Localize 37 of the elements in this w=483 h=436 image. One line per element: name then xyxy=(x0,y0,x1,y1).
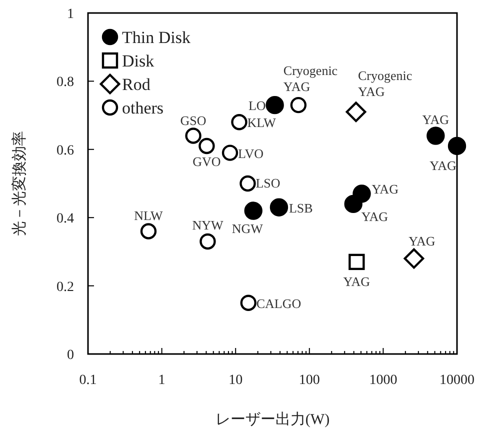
annotation: LO xyxy=(248,98,266,114)
annotation: GSO xyxy=(180,112,206,128)
y-tick-label: 0.6 xyxy=(56,143,74,158)
annotation: GVO xyxy=(192,154,221,169)
annotation: Cryogenic YAG xyxy=(283,63,338,94)
x-tick-label: 1 xyxy=(158,373,166,388)
annotation: YAG xyxy=(343,274,370,289)
legend-label: others xyxy=(122,98,164,118)
annotation: NYW xyxy=(192,217,224,232)
annotation: NGW xyxy=(232,220,264,236)
x-tick-label: 100 xyxy=(298,373,320,388)
x-tick-label: 1000 xyxy=(369,373,398,388)
y-tick-label: 1 xyxy=(67,7,74,22)
x-tick-label: 10000 xyxy=(440,373,474,388)
x-tick-label: 0.1 xyxy=(79,373,97,388)
legend-label: Disk xyxy=(122,52,155,70)
y-tick-label: 0.2 xyxy=(56,280,74,295)
annotation: Cryogenic YAG xyxy=(358,68,412,99)
annotation: YAG xyxy=(408,234,436,249)
legend-label: Rod xyxy=(122,75,151,94)
annotation: NLW xyxy=(134,208,164,224)
y-tick-label: 0.4 xyxy=(56,212,74,227)
annotation: KLW xyxy=(247,115,277,130)
annotation: LSO xyxy=(256,176,280,190)
x-axis-title: レーザー出力(W) xyxy=(215,411,330,428)
annotation: YAG xyxy=(422,112,450,127)
annotation: YAG xyxy=(430,158,456,173)
annotation: LVO xyxy=(238,146,264,161)
annotation: YAG xyxy=(372,182,398,197)
legend-label: Thin Disk xyxy=(122,28,191,47)
y-tick-label: 0.8 xyxy=(56,75,74,90)
x-tick-label: 10 xyxy=(228,373,243,388)
annotation: LSB xyxy=(288,200,314,216)
y-tick-label: 0 xyxy=(67,348,74,363)
annotation: CALGO xyxy=(256,296,302,311)
annotation: YAG xyxy=(361,208,388,224)
y-axis-title: 光－光変換効率 xyxy=(11,131,28,236)
